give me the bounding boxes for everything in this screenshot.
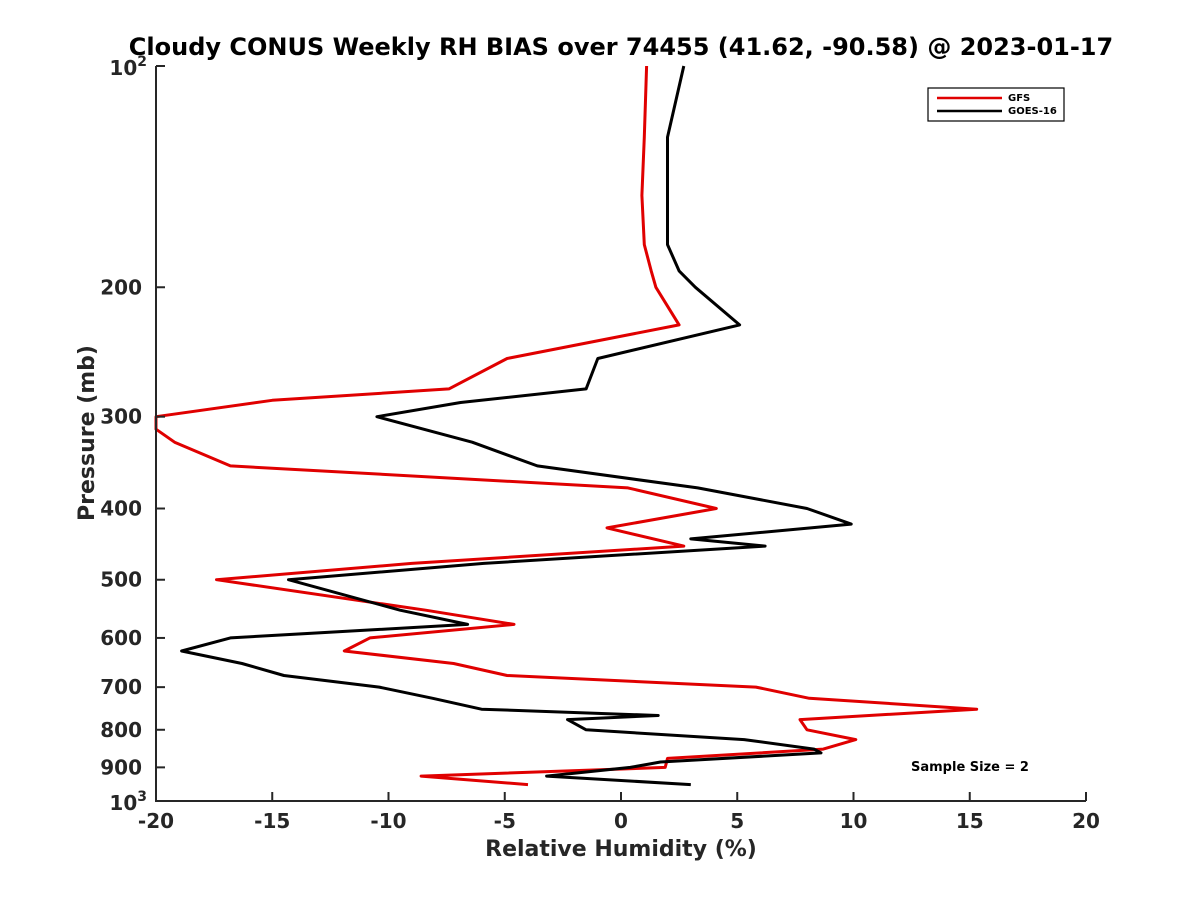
y-tick-label: 103 — [109, 789, 147, 815]
y-tick-label: 500 — [100, 568, 142, 592]
series-line-gfs — [154, 65, 979, 787]
legend-box — [927, 87, 1065, 122]
x-tick-label: 5 — [730, 809, 744, 833]
y-tick-label: 300 — [100, 405, 142, 429]
y-ticks: 102 200 300 400 500 600 700 800 900 103 — [100, 54, 165, 815]
x-tick-label: 0 — [614, 809, 628, 833]
y-tick-label: 400 — [100, 497, 142, 521]
legend-gfs-label: GFS — [1008, 93, 1030, 104]
legend: GFS GOES-16 — [927, 87, 1065, 122]
x-tick-label: -5 — [494, 809, 516, 833]
x-tick-label: 10 — [840, 809, 868, 833]
y-tick-label: 800 — [100, 718, 142, 742]
x-tick-label: -20 — [138, 809, 174, 833]
y-tick-label: 200 — [100, 275, 142, 299]
x-axis-label: Relative Humidity (%) — [485, 837, 757, 862]
y-tick-label: 900 — [100, 755, 142, 779]
x-tick-label: -15 — [254, 809, 290, 833]
series-line-goes-16 — [180, 65, 853, 787]
x-tick-label: 20 — [1072, 809, 1100, 833]
y-tick-label: 102 — [109, 54, 147, 80]
chart-title: Cloudy CONUS Weekly RH BIAS over 74455 (… — [129, 33, 1113, 61]
y-axis-label: Pressure (mb) — [75, 345, 100, 521]
x-tick-label: 15 — [956, 809, 984, 833]
y-tick-label: 600 — [100, 626, 142, 650]
x-ticks: -20 -15 -10 -5 0 5 10 15 20 — [138, 792, 1100, 833]
legend-goes-label: GOES-16 — [1008, 106, 1057, 117]
y-tick-label: 700 — [100, 675, 142, 699]
sample-size-annotation: Sample Size = 2 — [911, 760, 1029, 775]
series-layer — [154, 65, 979, 787]
x-tick-label: -10 — [370, 809, 406, 833]
